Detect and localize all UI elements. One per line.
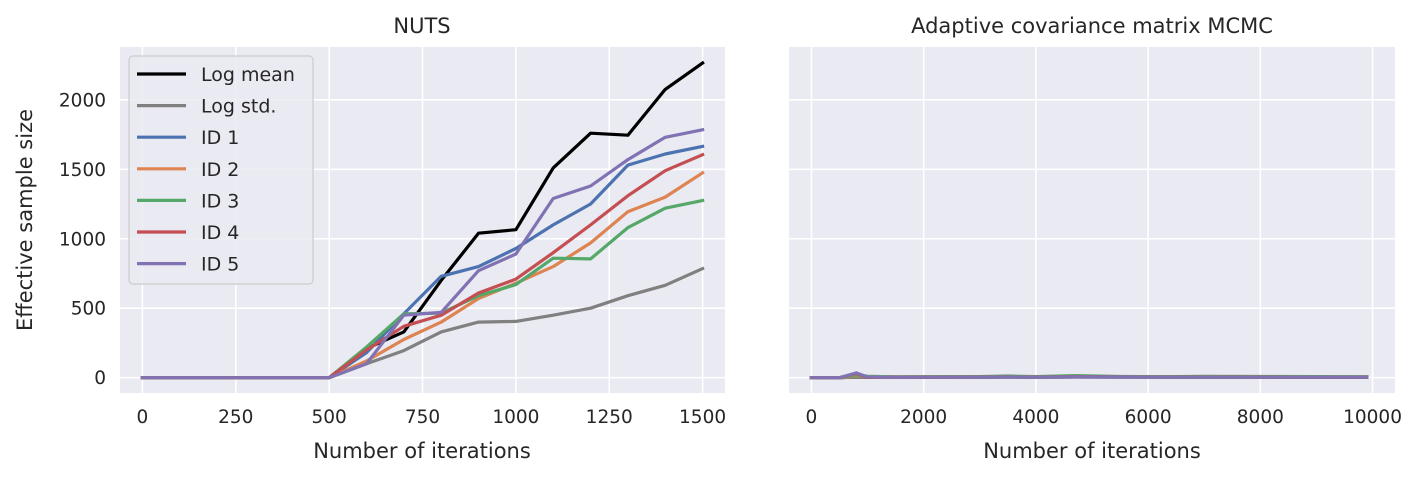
legend-box	[128, 55, 314, 285]
legend-label-log-mean: Log mean	[201, 64, 295, 86]
adaptive-mcmc-title: Adaptive covariance matrix MCMC	[911, 14, 1273, 38]
legend-item-log-mean: Log mean	[137, 64, 295, 86]
adaptive-mcmc-ticks: 0 2000 4000 6000 8000 10000	[806, 407, 1402, 428]
adaptive-mcmc-x-axis-label: Number of iterations	[983, 439, 1201, 463]
nuts-series	[140, 60, 705, 380]
legend-label-id-5: ID 5	[201, 254, 239, 276]
adaptive-mcmc-panel: 0 2000 4000 6000 8000 10000 Adaptive covarian…	[789, 14, 1402, 463]
legend-item-log-std: Log std.	[137, 96, 276, 118]
nuts-x-axis-label: Number of iterations	[313, 439, 531, 463]
legend: Log mean Log std. ID 1 ID 2 ID 3 ID 4 ID 5	[128, 55, 314, 285]
adaptive-mcmc-series	[809, 371, 1369, 380]
adaptive-mcmc-x-tick-label: 2000	[900, 407, 947, 428]
legend-label-id-1: ID 1	[201, 127, 239, 149]
nuts-ticks: 0 250 500 750 1000 1250 1500 0 500 1000 1500 2000	[59, 90, 726, 428]
legend-label-id-4: ID 4	[201, 222, 239, 244]
legend-label-id-2: ID 2	[201, 159, 239, 181]
adaptive-mcmc-x-tick-label: 4000	[1012, 407, 1059, 428]
nuts-x-tick-label: 1500	[679, 407, 726, 428]
nuts-y-tick-label: 0	[94, 368, 106, 389]
nuts-y-tick-label: 500	[71, 299, 106, 320]
nuts-x-tick-label: 750	[405, 407, 440, 428]
legend-item-id-5: ID 5	[137, 254, 239, 276]
adaptive-mcmc-grid	[789, 47, 1395, 393]
legend-item-id-3: ID 3	[137, 190, 239, 212]
nuts-y-tick-label: 2000	[59, 90, 106, 111]
nuts-x-tick-label: 1250	[586, 407, 633, 428]
nuts-y-tick-label: 1000	[59, 229, 106, 250]
nuts-title: NUTS	[393, 14, 450, 38]
adaptive-mcmc-x-tick-label: 6000	[1125, 407, 1172, 428]
nuts-series-id-5	[140, 127, 705, 380]
nuts-x-tick-label: 500	[311, 407, 346, 428]
legend-items: Log mean Log std. ID 1 ID 2 ID 3 ID 4 ID 5	[137, 64, 295, 276]
legend-label-id-3: ID 3	[201, 190, 239, 212]
adaptive-mcmc-x-tick-label: 0	[806, 407, 818, 428]
nuts-x-tick-label: 1000	[492, 407, 539, 428]
adaptive-mcmc-series-id-5	[809, 371, 1369, 380]
legend-item-id-4: ID 4	[137, 222, 239, 244]
legend-item-id-2: ID 2	[137, 159, 239, 181]
nuts-y-axis-label: Effective sample size	[13, 109, 37, 331]
legend-item-id-1: ID 1	[137, 127, 239, 149]
adaptive-mcmc-plot-area	[789, 47, 1395, 393]
adaptive-mcmc-x-tick-label: 8000	[1237, 407, 1284, 428]
legend-label-log-std: Log std.	[201, 96, 276, 118]
nuts-x-tick-label: 250	[218, 407, 253, 428]
adaptive-mcmc-x-tick-label: 10000	[1343, 407, 1402, 428]
nuts-x-tick-label: 0	[137, 407, 149, 428]
nuts-y-tick-label: 1500	[59, 160, 106, 181]
nuts-panel: 0 250 500 750 1000 1250 1500 0 500 1000 1500 2000 N…	[13, 14, 726, 463]
